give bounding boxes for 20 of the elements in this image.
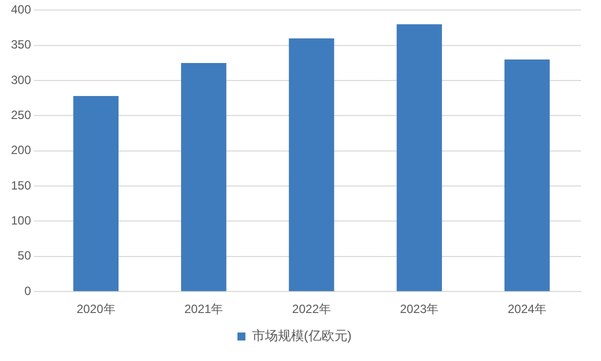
y-tick-label: 350 [10, 38, 32, 52]
legend-label: 市场规模(亿欧元) [252, 328, 352, 344]
y-tick-label: 0 [24, 284, 32, 298]
y-tick-label: 250 [10, 108, 32, 122]
y-tick-label: 400 [10, 2, 32, 17]
y-tick-label: 50 [18, 248, 32, 263]
x-tick-label: 2022年 [292, 302, 331, 316]
bar [396, 24, 442, 292]
bar [73, 96, 119, 292]
bar [181, 62, 226, 292]
y-tick-label: 200 [10, 143, 32, 158]
bar [288, 38, 334, 292]
x-tick-label: 2021年 [184, 302, 224, 316]
x-tick-label: 2024年 [508, 302, 546, 316]
y-tick-label: 100 [10, 214, 32, 228]
bar [504, 59, 550, 292]
x-tick-label: 2023年 [400, 302, 439, 316]
y-tick-label: 150 [10, 178, 32, 192]
x-tick-label: 2020年 [76, 302, 116, 316]
y-tick-label: 300 [10, 72, 32, 87]
